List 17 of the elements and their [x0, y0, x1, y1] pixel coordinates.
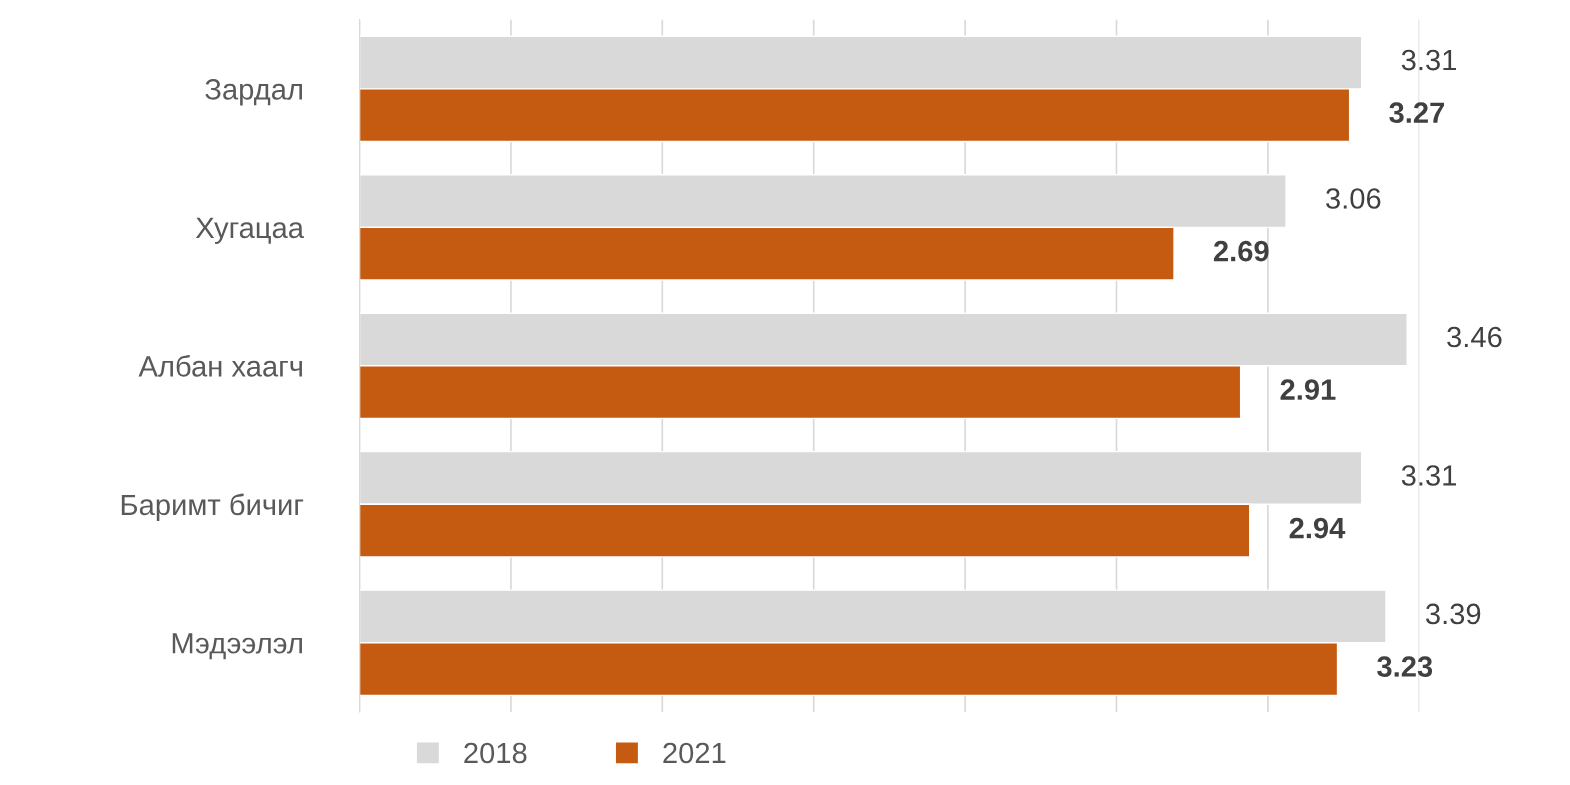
legend-label: 2021	[663, 742, 726, 764]
data-label: 3.06	[1326, 188, 1381, 209]
y-tick-label: Баримт бичиг	[121, 493, 304, 522]
data-label: 3.31	[1401, 465, 1456, 486]
data-label: 3.39	[1425, 603, 1481, 625]
y-tick-label: Албан хаагч	[138, 354, 302, 377]
y-tick-label: Хугацаа	[195, 217, 304, 244]
data-label: 2.94	[1289, 517, 1346, 539]
legend-label: 2018	[464, 742, 527, 764]
data-label: 2.91	[1280, 379, 1336, 400]
data-label: 3.31	[1401, 49, 1456, 71]
data-label: 3.23	[1377, 656, 1433, 677]
y-tick-label: Зардал	[205, 79, 302, 106]
data-label: 3.27	[1389, 102, 1445, 124]
y-tick-label: Мэдээлэл	[172, 633, 302, 660]
data-label: 3.46	[1447, 326, 1502, 348]
data-label: 2.69	[1213, 240, 1269, 262]
